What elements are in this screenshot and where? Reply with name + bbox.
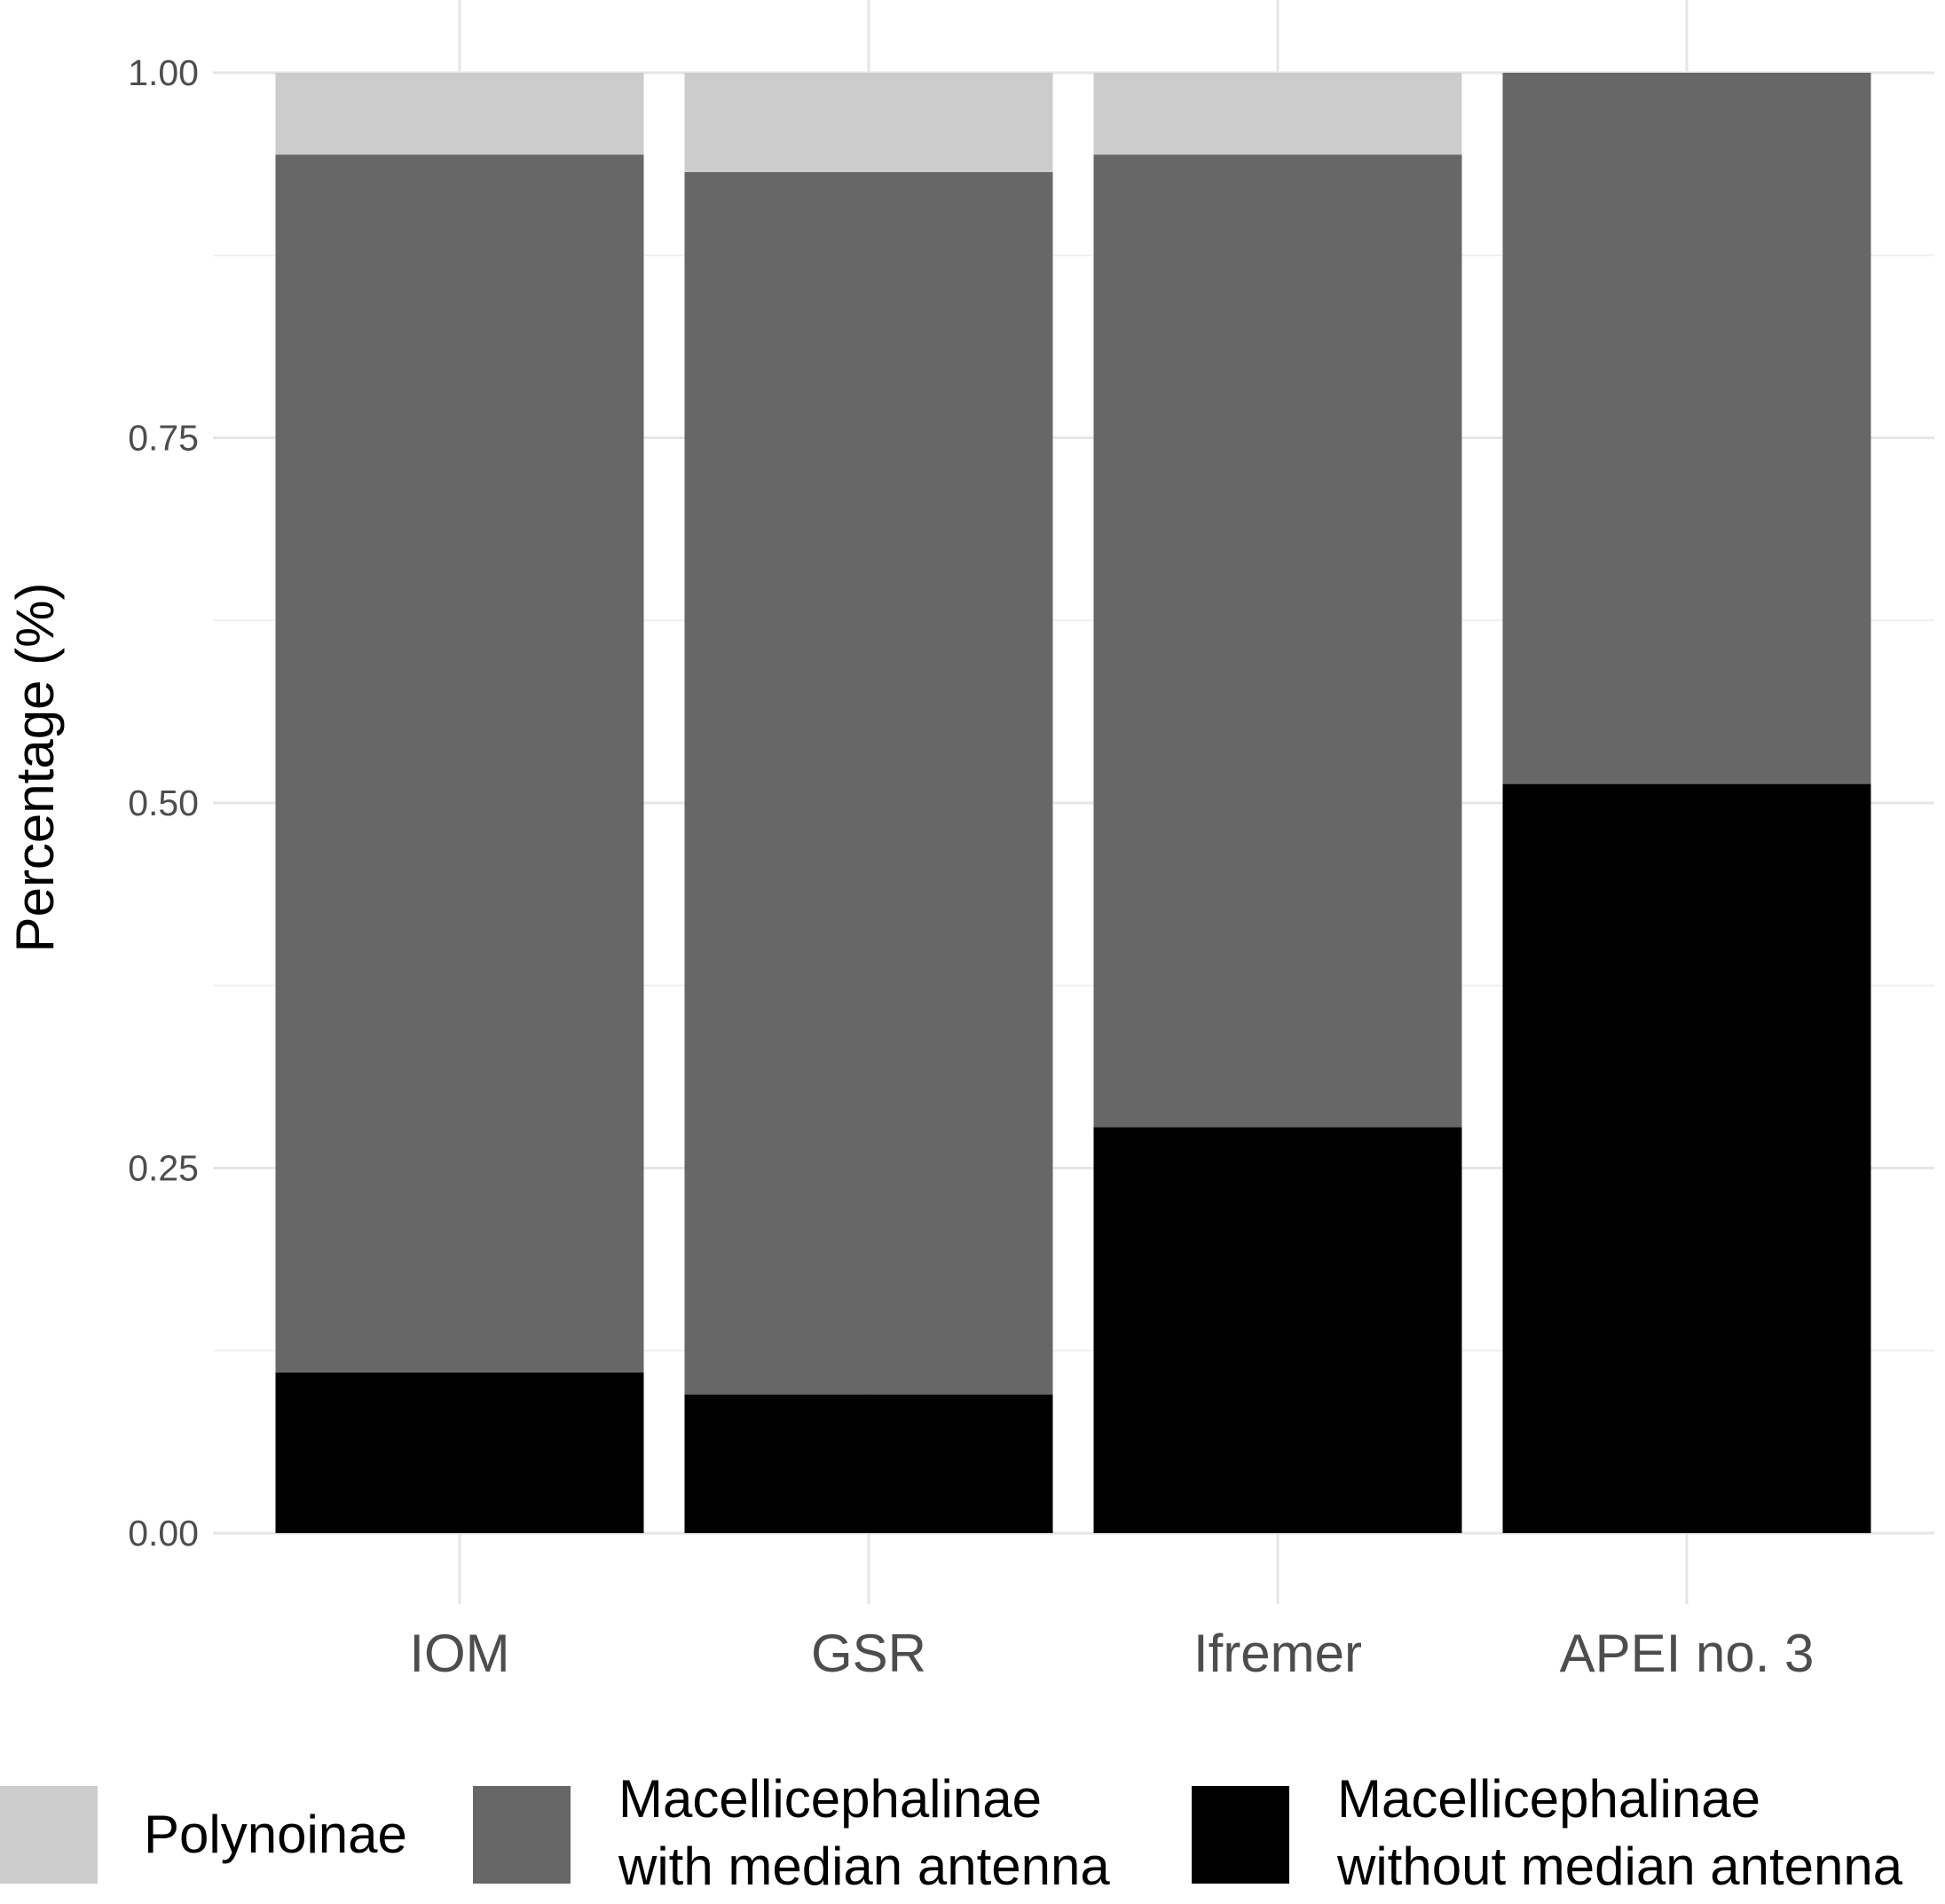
x-tick-label: Ifremer [1193,1624,1362,1683]
y-tick-label: 0.00 [128,1513,199,1554]
bars [275,73,1871,1533]
x-tick-label: IOM [409,1624,509,1683]
legend-label: Polynoinae [144,1805,407,1864]
bar-segment [1093,1127,1462,1533]
legend-key [0,1786,98,1884]
legend-key [1192,1786,1289,1884]
legend-label: without median antenna [1336,1837,1903,1896]
bar-segment [1502,73,1871,784]
bar-segment [275,154,644,1373]
legend-key [473,1786,571,1884]
legend-label: Macellicephalinae [618,1769,1042,1829]
x-tick-label: APEI no. 3 [1560,1624,1815,1683]
legend-label: Macellicephalinae [1337,1769,1760,1829]
bar-segment [1093,73,1462,155]
bar-segment [1502,783,1871,1533]
bar-segment [684,1394,1053,1533]
x-tick-labels: IOM GSR Ifremer APEI no. 3 [409,1624,1814,1683]
y-tick-label: 0.75 [128,418,199,459]
x-tick-label: GSR [811,1624,926,1683]
legend: Polynoinae Macellicephalinae with median a… [0,1769,1903,1896]
bar-segment [275,73,644,155]
legend-label: with median antenna [618,1837,1110,1896]
bar-segment [684,73,1053,172]
bar-segment [275,1372,644,1533]
y-tick-labels: 0.00 0.25 0.50 0.75 1.00 [128,52,199,1554]
y-tick-label: 0.50 [128,783,199,823]
bar-segment [1093,154,1462,1128]
y-axis-title: Percentage (%) [5,583,65,953]
y-tick-label: 0.25 [128,1148,199,1189]
bar-segment [684,171,1053,1395]
y-tick-label: 1.00 [128,52,199,93]
